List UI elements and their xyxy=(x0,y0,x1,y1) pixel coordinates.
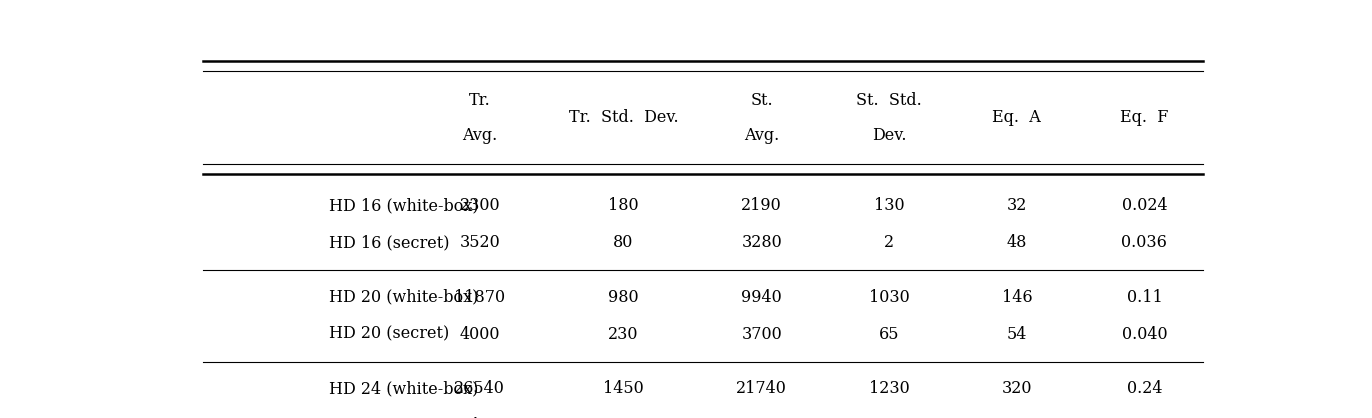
Text: 48: 48 xyxy=(1007,234,1028,251)
Text: 180: 180 xyxy=(608,197,639,214)
Text: St.: St. xyxy=(750,92,772,109)
Text: 0.040: 0.040 xyxy=(1121,326,1168,343)
Text: Tr.  Std.  Dev.: Tr. Std. Dev. xyxy=(568,109,678,126)
Text: Dev.: Dev. xyxy=(873,127,907,144)
Text: Tr.: Tr. xyxy=(469,92,491,109)
Text: Eq.  A: Eq. A xyxy=(992,109,1041,126)
Text: 0.024: 0.024 xyxy=(1121,197,1168,214)
Text: Avg.: Avg. xyxy=(744,127,779,144)
Text: HD 24 (white-box): HD 24 (white-box) xyxy=(329,380,479,398)
Text: 0.24: 0.24 xyxy=(1126,380,1162,398)
Text: 21740: 21740 xyxy=(737,380,788,398)
Text: 1230: 1230 xyxy=(868,380,910,398)
Text: Eq.  F: Eq. F xyxy=(1120,109,1169,126)
Text: 11870: 11870 xyxy=(454,289,505,306)
Text: 3520: 3520 xyxy=(460,234,501,251)
Text: 4000: 4000 xyxy=(460,326,501,343)
Text: 3280: 3280 xyxy=(741,234,782,251)
Text: 320: 320 xyxy=(1002,380,1032,398)
Text: 230: 230 xyxy=(608,326,638,343)
Text: HD 16 (white-box): HD 16 (white-box) xyxy=(329,197,479,214)
Text: HD 20 (white-box): HD 20 (white-box) xyxy=(329,289,479,306)
Text: 32: 32 xyxy=(1007,197,1028,214)
Text: 65: 65 xyxy=(879,326,900,343)
Text: 130: 130 xyxy=(874,197,904,214)
Text: 2: 2 xyxy=(884,234,895,251)
Text: St.  Std.: St. Std. xyxy=(856,92,922,109)
Text: 980: 980 xyxy=(608,289,639,306)
Text: 2190: 2190 xyxy=(741,197,782,214)
Text: 26540: 26540 xyxy=(454,380,505,398)
Text: 146: 146 xyxy=(1002,289,1032,306)
Text: 0.036: 0.036 xyxy=(1121,234,1168,251)
Text: 1450: 1450 xyxy=(604,380,643,398)
Text: 0.11: 0.11 xyxy=(1126,289,1162,306)
Text: 2300: 2300 xyxy=(460,197,501,214)
Text: 9940: 9940 xyxy=(741,289,782,306)
Text: 3700: 3700 xyxy=(741,326,782,343)
Text: 54: 54 xyxy=(1007,326,1028,343)
Text: HD 16 (secret): HD 16 (secret) xyxy=(329,234,450,251)
Text: HD 20 (secret): HD 20 (secret) xyxy=(329,326,449,343)
Text: Avg.: Avg. xyxy=(462,127,498,144)
Text: 1030: 1030 xyxy=(868,289,910,306)
Text: 80: 80 xyxy=(613,234,634,251)
